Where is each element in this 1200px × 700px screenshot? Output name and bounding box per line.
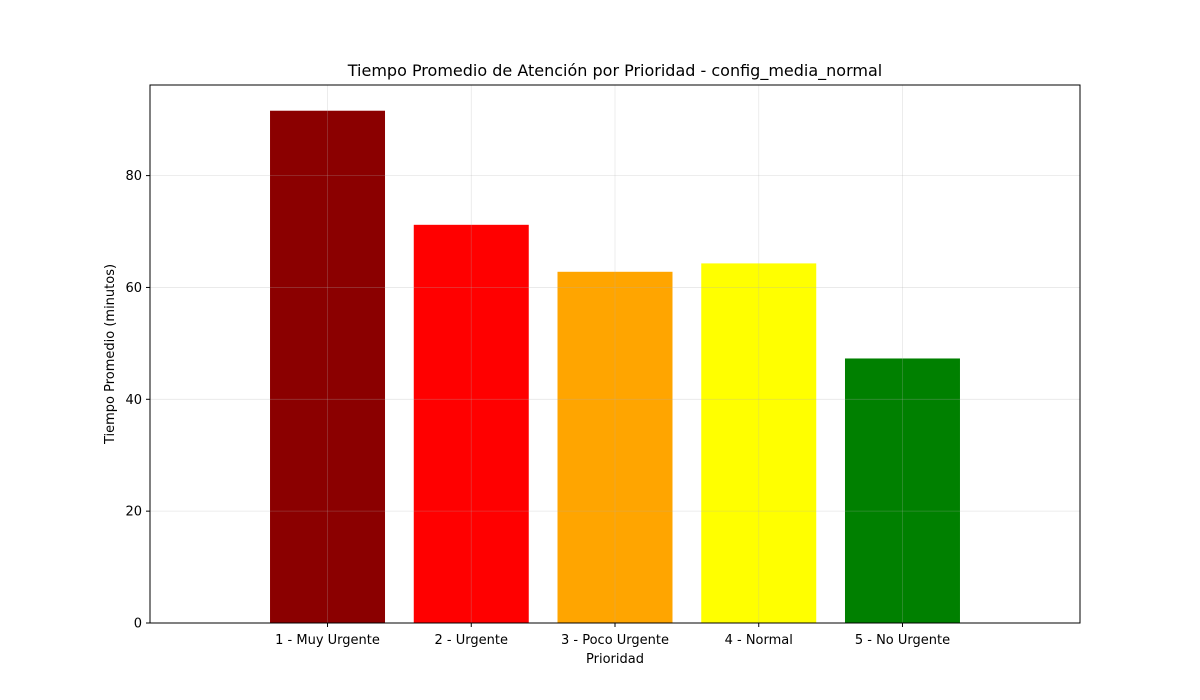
chart-title: Tiempo Promedio de Atención por Priorida… bbox=[347, 61, 882, 81]
y-tick-label: 60 bbox=[125, 281, 142, 296]
y-tick-label: 80 bbox=[125, 169, 142, 184]
bars-layer bbox=[270, 110, 960, 623]
y-tick-label: 0 bbox=[134, 617, 142, 632]
x-tick-label: 2 - Urgente bbox=[435, 633, 508, 648]
bar bbox=[701, 263, 817, 623]
grid-layer bbox=[150, 85, 1080, 624]
x-axis-label: Prioridad bbox=[586, 652, 644, 667]
bar bbox=[844, 358, 960, 623]
y-tick-label: 40 bbox=[125, 393, 142, 408]
bar bbox=[270, 110, 386, 623]
x-tick-label: 4 - Normal bbox=[725, 633, 793, 648]
x-tick-label: 3 - Poco Urgente bbox=[561, 633, 669, 648]
bar bbox=[557, 271, 673, 623]
y-tick-label: 20 bbox=[125, 505, 142, 520]
x-tick-label: 1 - Muy Urgente bbox=[275, 633, 380, 648]
y-axis-label: Tiempo Promedio (minutos) bbox=[103, 264, 118, 445]
ticks-layer: 0 20 40 60 80 1 - Muy Urgente 2 - Urgente 3 - P… bbox=[125, 169, 950, 648]
bar bbox=[413, 224, 529, 623]
x-tick-label: 5 - No Urgente bbox=[855, 633, 950, 648]
